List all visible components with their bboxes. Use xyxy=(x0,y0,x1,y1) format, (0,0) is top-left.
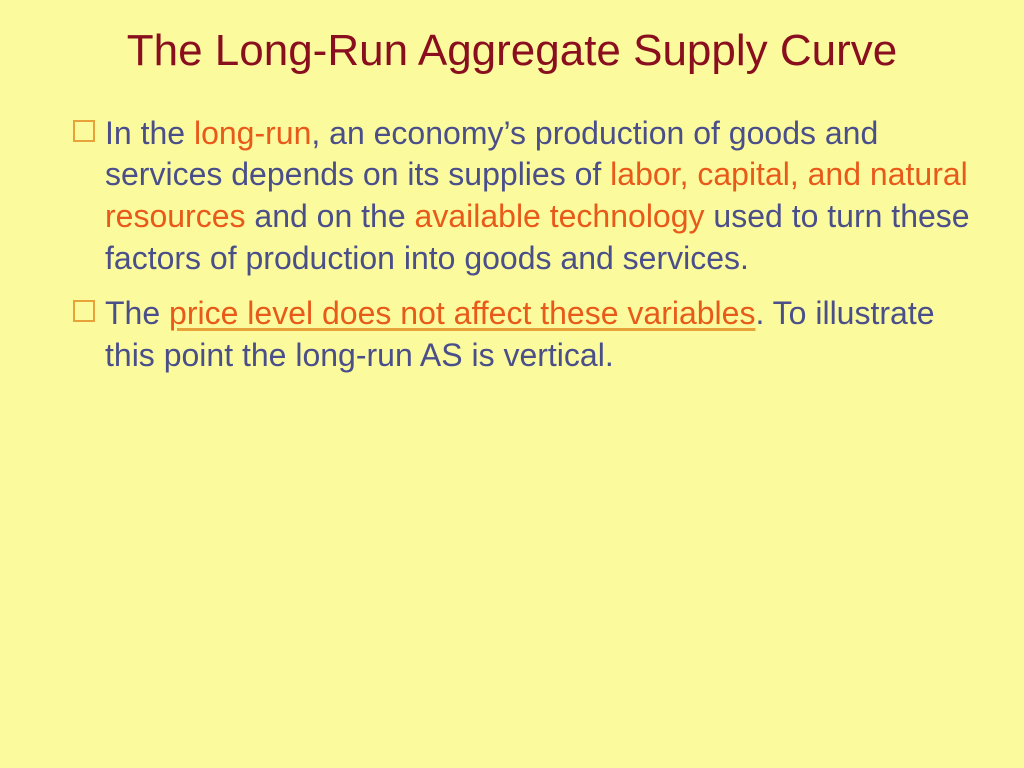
text-segment: price level does not affect these variab… xyxy=(169,295,755,331)
bullet-item: The price level does not affect these va… xyxy=(105,293,979,376)
text-segment: available technology xyxy=(415,198,705,234)
text-segment: The xyxy=(105,295,169,331)
slide-title: The Long-Run Aggregate Supply Curve xyxy=(45,25,979,78)
text-segment: In the xyxy=(105,115,194,151)
bullet-list: In the long-run, an economy’s production… xyxy=(45,113,979,377)
bullet-item: In the long-run, an economy’s production… xyxy=(105,113,979,279)
text-segment: long-run xyxy=(194,115,311,151)
text-segment: and on the xyxy=(246,198,415,234)
